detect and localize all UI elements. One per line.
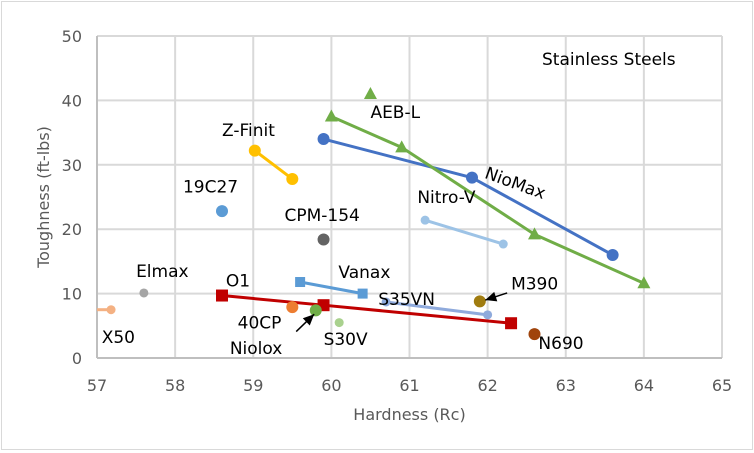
- data-label-40cp: 40CP: [238, 313, 282, 333]
- data-label-z-finit: Z-Finit: [222, 121, 275, 141]
- data-label-x50: X50: [102, 328, 135, 348]
- y-tick-label: 10: [62, 285, 82, 304]
- marker-aeb-l: [637, 276, 651, 289]
- data-label-niolox: Niolox: [230, 339, 283, 359]
- series-line-s35vn: [385, 300, 488, 317]
- y-tick-label: 30: [62, 156, 82, 175]
- data-label-n690: N690: [538, 334, 583, 354]
- y-tick-label: 20: [62, 220, 82, 239]
- x-tick-label: 62: [477, 376, 497, 395]
- marker-vanax: [357, 288, 368, 299]
- x-tick-label: 63: [556, 376, 576, 395]
- data-label-nitro-v: Nitro-V: [417, 188, 476, 208]
- data-label-elmax: Elmax: [136, 262, 189, 282]
- series-markers: [106, 86, 651, 341]
- marker-s30v: [334, 318, 344, 328]
- data-label-s30v: S30V: [324, 330, 368, 350]
- series-line-vanax: [299, 280, 363, 296]
- marker-niomax: [606, 248, 619, 261]
- marker-aeb-l: [528, 227, 541, 240]
- marker-s35vn: [483, 310, 493, 320]
- data-label-aeb-l: AEB-L: [370, 103, 420, 123]
- marker-nitro-v: [420, 215, 430, 225]
- marker-nitro-v: [498, 239, 508, 249]
- data-label-niomax: NioMax: [482, 164, 548, 204]
- data-label-vanax: Vanax: [338, 263, 390, 283]
- marker-cpm-154: [317, 233, 330, 246]
- series-line-z-finit: [253, 149, 294, 181]
- data-label-m390: M390: [511, 275, 558, 295]
- data-labels: NioMax AEB-L Z-Finit 19C27 CPM-154 Nitro-V Elm…: [102, 103, 584, 359]
- marker-19c27: [216, 205, 228, 218]
- marker-m390: [473, 295, 486, 308]
- marker-aeb-l: [395, 140, 409, 153]
- series-lines: [97, 115, 645, 325]
- marker-aeb-l-single: [363, 86, 377, 99]
- axes: 57 58 59 60 61 62 63 64 65 0 10 20 30 40 50: [62, 27, 733, 395]
- y-tick-label: 0: [72, 349, 82, 368]
- x-tick-label: 60: [321, 376, 341, 395]
- x-axis-title: Hardness (Rc): [353, 405, 465, 424]
- marker-aeb-l: [324, 109, 338, 122]
- marker-niomax: [466, 171, 478, 184]
- marker-s35vn: [381, 297, 391, 307]
- marker-niolox: [309, 304, 322, 317]
- marker-o1: [216, 289, 228, 302]
- data-label-cpm-154: CPM-154: [285, 206, 360, 226]
- marker-elmax: [139, 288, 149, 298]
- x-tick-label: 65: [712, 376, 732, 395]
- m390-arrow-head-icon: [485, 291, 498, 302]
- annotation-title: Stainless Steels: [542, 50, 676, 70]
- data-label-o1: O1: [226, 272, 250, 292]
- y-tick-label: 40: [62, 91, 82, 110]
- series-line-aeb-l: [330, 115, 645, 285]
- marker-x50: [106, 305, 116, 315]
- x-tick-label: 64: [634, 376, 654, 395]
- marker-z-finit: [286, 172, 299, 185]
- x-tick-label: 58: [165, 376, 185, 395]
- x-tick-label: 61: [399, 376, 419, 395]
- data-label-s35vn: S35VN: [378, 290, 435, 310]
- y-tick-label: 50: [62, 27, 82, 46]
- marker-40cp: [286, 301, 299, 314]
- marker-n690: [528, 328, 541, 341]
- marker-niomax: [317, 133, 330, 146]
- x-tick-label: 59: [243, 376, 263, 395]
- marker-z-finit: [248, 144, 261, 157]
- niolox-arrow-head-icon: [302, 314, 315, 326]
- x-tick-label: 57: [87, 376, 107, 395]
- series-line-nitro-v: [424, 218, 504, 246]
- marker-vanax: [295, 277, 306, 288]
- data-label-19c27: 19C27: [183, 177, 238, 197]
- marker-o1: [505, 317, 518, 330]
- y-axis-title: Toughness (ft-lbs): [34, 126, 53, 269]
